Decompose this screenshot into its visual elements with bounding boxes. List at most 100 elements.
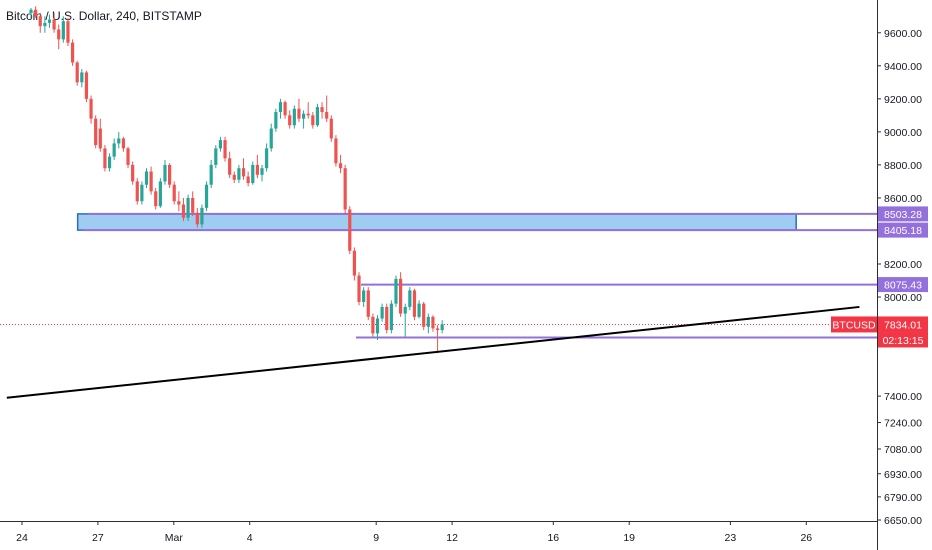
candle-body xyxy=(98,128,102,149)
y-tick-label: 8600.00 xyxy=(884,193,922,205)
candle-body xyxy=(191,197,195,213)
candle-body xyxy=(334,138,338,164)
candle-body xyxy=(117,138,121,144)
candle-body xyxy=(403,306,407,314)
candle-body xyxy=(232,174,236,180)
candle-body xyxy=(274,112,278,129)
candle-body xyxy=(204,184,209,208)
candle-body xyxy=(131,164,135,182)
time-axis xyxy=(0,521,877,550)
candle-body xyxy=(57,29,61,40)
candle-body xyxy=(352,250,356,276)
candle-body xyxy=(29,9,33,13)
candle-body xyxy=(135,181,139,202)
level-price-tag xyxy=(878,222,928,238)
y-tick-label: 7400.00 xyxy=(884,391,922,403)
candle-body xyxy=(75,62,79,83)
symbol-tag-label: BTCUSD xyxy=(832,319,876,331)
y-tick-label: 9000.00 xyxy=(884,127,922,139)
candle-body xyxy=(278,102,283,113)
candle-body xyxy=(412,290,417,317)
candle-body xyxy=(320,107,324,113)
y-tick-label: 7240.00 xyxy=(884,418,922,430)
y-tick-label: 8000.00 xyxy=(884,292,922,304)
candle-body xyxy=(426,316,430,327)
candle-body xyxy=(292,108,296,126)
candle-body xyxy=(89,98,93,119)
trend-line xyxy=(6,305,860,399)
candle-body xyxy=(241,168,246,177)
x-tick-label: 12 xyxy=(446,532,458,544)
candle-body xyxy=(394,278,398,304)
candle-body xyxy=(228,158,232,175)
candle-body xyxy=(218,140,223,149)
candle-body xyxy=(348,209,352,251)
symbol-tag xyxy=(831,316,877,333)
level-price-tag xyxy=(878,277,928,293)
x-tick-label: 24 xyxy=(16,532,28,544)
candle-body xyxy=(121,138,125,149)
price-axis xyxy=(877,0,932,550)
candle-body xyxy=(260,168,264,175)
candle-body xyxy=(315,107,320,126)
x-tick-label: 4 xyxy=(247,532,253,544)
x-tick-label: 27 xyxy=(92,532,104,544)
y-tick-label: 9400.00 xyxy=(884,61,922,73)
chart-title: Bitcoin / U.S. Dollar, 240, BITSTAMP xyxy=(6,9,202,23)
x-tick-label: 23 xyxy=(725,532,737,544)
y-tick-label: 9600.00 xyxy=(884,28,922,40)
candle-body xyxy=(47,19,52,23)
countdown-label: 02:13:15 xyxy=(883,335,924,347)
candle-body xyxy=(422,303,426,327)
x-tick-label: 19 xyxy=(623,532,635,544)
candle-body xyxy=(269,128,273,149)
candle-body xyxy=(343,168,347,210)
candle-body xyxy=(283,102,287,116)
candle-body xyxy=(297,108,301,119)
candle-body xyxy=(338,163,343,169)
candle-body xyxy=(375,318,380,334)
candle-body xyxy=(177,201,181,205)
y-tick-label: 6930.00 xyxy=(884,469,922,481)
candle-body xyxy=(255,164,259,175)
candle-body xyxy=(399,278,403,314)
y-tick-label: 8200.00 xyxy=(884,259,922,271)
x-tick-label: 9 xyxy=(373,532,379,544)
y-tick-label: 6650.00 xyxy=(884,515,922,527)
candle-body xyxy=(357,275,361,302)
support-zone xyxy=(76,213,797,231)
candle-body xyxy=(380,306,384,319)
candle-body xyxy=(80,72,84,83)
candle-body xyxy=(306,113,310,116)
candle-body xyxy=(181,204,186,218)
candle-body xyxy=(389,303,393,331)
y-tick-label: 6790.00 xyxy=(884,492,922,504)
candle-body xyxy=(154,191,158,207)
candle-body xyxy=(140,184,144,202)
candle-body xyxy=(265,148,269,169)
candle-body xyxy=(168,164,172,185)
countdown-tag xyxy=(878,332,928,348)
last-price-label: 7834.01 xyxy=(884,319,922,331)
candle-body xyxy=(223,140,227,159)
candle-body xyxy=(158,181,162,207)
candle-body xyxy=(195,212,199,225)
candle-body xyxy=(214,148,218,165)
candle-body xyxy=(440,324,444,331)
x-tick-label: 26 xyxy=(800,532,812,544)
candle-body xyxy=(186,197,190,218)
candle-body xyxy=(94,118,98,146)
y-tick-label: 7080.00 xyxy=(884,444,922,456)
y-tick-label: 9200.00 xyxy=(884,94,922,106)
candle-body xyxy=(435,328,440,331)
candle-body xyxy=(237,168,241,180)
candle-body xyxy=(103,148,107,169)
candle-body xyxy=(61,21,65,40)
candle-body xyxy=(144,171,149,185)
candle-body xyxy=(311,115,315,126)
candle-body xyxy=(38,16,42,27)
candle-body xyxy=(209,164,213,185)
candle-body xyxy=(371,316,375,334)
